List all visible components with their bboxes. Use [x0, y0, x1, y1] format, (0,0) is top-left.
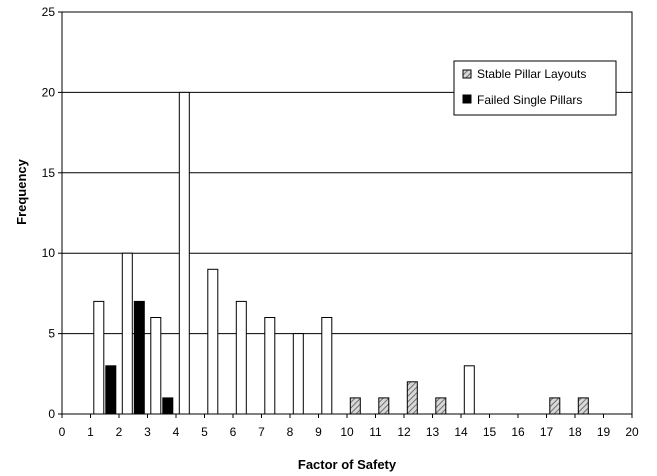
x-tick-label: 20: [625, 425, 639, 439]
legend: Stable Pillar Layouts Failed Single Pill…: [453, 60, 617, 116]
grid-lines: [62, 91, 632, 335]
x-axis-title: Factor of Safety: [298, 457, 397, 472]
x-tick-label: 0: [59, 425, 66, 439]
y-tick-label: 5: [48, 327, 55, 341]
y-tick-label: 25: [42, 5, 56, 19]
bar-white: [463, 365, 475, 415]
bar-white: [292, 333, 304, 415]
x-tick-label: 19: [597, 425, 611, 439]
x-tick-label: 11: [369, 425, 382, 439]
x-tick-label: 7: [258, 425, 265, 439]
x-tick-label: 8: [287, 425, 294, 439]
y-tick-label: 15: [42, 166, 56, 180]
bar-hatched: [435, 397, 447, 415]
bar-black: [133, 300, 145, 415]
y-tick-label: 0: [48, 407, 55, 421]
x-tick-label: 6: [230, 425, 237, 439]
legend-box: [453, 60, 617, 116]
legend-swatch-stable: [462, 69, 472, 79]
bar-white: [321, 317, 333, 415]
x-tick-label: 14: [454, 425, 468, 439]
y-axis-title: Frequency: [14, 158, 29, 225]
x-tick-label: 4: [173, 425, 180, 439]
x-tick-label: 5: [201, 425, 208, 439]
bars: [93, 91, 589, 415]
bar-white: [178, 91, 190, 415]
bar-hatched: [378, 397, 390, 415]
y-tick-label: 10: [42, 246, 56, 260]
x-tick-label: 10: [340, 425, 354, 439]
bar-white: [121, 252, 133, 415]
x-tick-label: 15: [483, 425, 497, 439]
x-tick-label: 18: [568, 425, 582, 439]
bar-hatched: [549, 397, 561, 415]
bar-hatched: [349, 397, 361, 415]
x-tick-label: 17: [540, 425, 554, 439]
legend-label-failed: Failed Single Pillars: [477, 93, 582, 107]
x-tick-label: 13: [426, 425, 440, 439]
legend-swatch-failed: [462, 94, 472, 104]
x-tick-label: 3: [144, 425, 151, 439]
x-tick-label: 2: [116, 425, 123, 439]
bar-white: [235, 300, 247, 415]
bar-white: [264, 317, 276, 415]
x-tick-label: 16: [511, 425, 525, 439]
bar-white: [93, 300, 105, 415]
bar-white: [150, 317, 162, 415]
y-tick-label: 20: [42, 85, 56, 99]
x-tick-label: 9: [315, 425, 322, 439]
bar-black: [105, 365, 117, 415]
bar-white: [207, 268, 219, 415]
bar-black: [162, 397, 174, 415]
x-tick-label: 1: [87, 425, 94, 439]
bar-hatched: [577, 397, 589, 415]
x-tick-label: 12: [397, 425, 411, 439]
legend-label-stable: Stable Pillar Layouts: [477, 67, 586, 81]
bar-hatched: [406, 381, 418, 415]
